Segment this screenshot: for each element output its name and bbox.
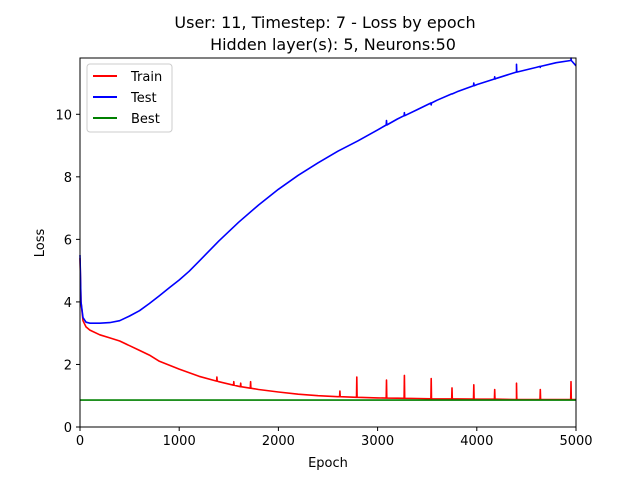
series-line-test (79, 57, 577, 324)
y-tick-label: 2 (64, 358, 72, 373)
y-axis-label: Loss (33, 229, 48, 258)
plot-lines (79, 57, 577, 401)
plot-frame (79, 57, 577, 428)
chart-subtitle: Hidden layer(s): 5, Neurons:50 (210, 35, 456, 54)
y-axis: 0 2 4 6 8 10 (55, 108, 80, 436)
y-tick-label: 0 (64, 421, 72, 436)
y-tick-label: 10 (55, 108, 72, 123)
y-tick-label: 6 (64, 233, 72, 248)
legend: Train Test Best (86, 63, 173, 133)
y-tick-label: 8 (64, 171, 72, 186)
x-tick-label: 0 (76, 434, 84, 449)
legend-box (86, 63, 173, 133)
x-tick-label: 1000 (163, 434, 196, 449)
chart-title: User: 11, Timestep: 7 - Loss by epoch (174, 13, 475, 32)
legend-label-train: Train (130, 70, 162, 85)
x-tick-label: 2000 (262, 434, 295, 449)
x-axis-label: Epoch (308, 456, 348, 471)
x-tick-label: 3000 (361, 434, 394, 449)
y-tick-label: 4 (64, 296, 72, 311)
legend-label-test: Test (130, 91, 157, 106)
legend-label-best: Best (131, 112, 160, 127)
x-tick-label: 5000 (559, 434, 592, 449)
series-line-train (79, 258, 576, 401)
x-tick-label: 4000 (460, 434, 493, 449)
x-axis: 0 1000 2000 3000 4000 5000 (76, 427, 593, 449)
